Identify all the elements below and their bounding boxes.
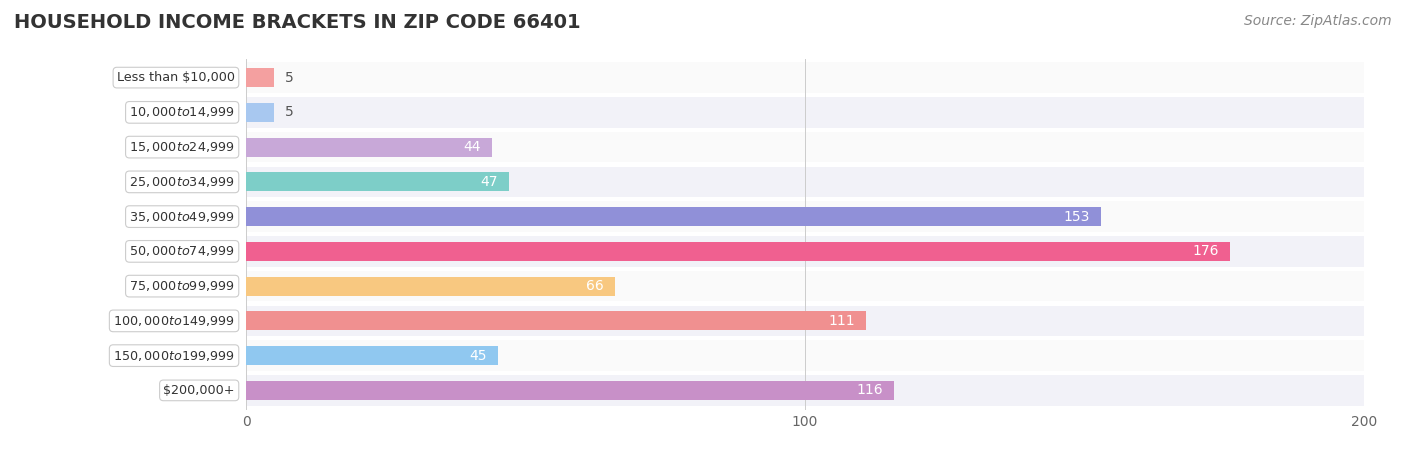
Bar (246, 172, 509, 191)
Bar (190, 306, 1406, 336)
Text: 176: 176 (1192, 244, 1219, 258)
Text: 66: 66 (586, 279, 603, 293)
Bar (190, 132, 1406, 162)
Bar (190, 375, 1406, 406)
Text: 116: 116 (856, 383, 883, 397)
Bar (246, 242, 1230, 261)
Text: 47: 47 (479, 175, 498, 189)
Text: 153: 153 (1063, 210, 1090, 224)
Text: $35,000 to $49,999: $35,000 to $49,999 (129, 210, 235, 224)
Bar (246, 103, 274, 122)
Bar (246, 311, 866, 330)
Text: Less than $10,000: Less than $10,000 (117, 71, 235, 84)
Text: 111: 111 (828, 314, 855, 328)
Text: 45: 45 (468, 349, 486, 363)
Text: $75,000 to $99,999: $75,000 to $99,999 (129, 279, 235, 293)
Bar (190, 201, 1406, 232)
Text: $25,000 to $34,999: $25,000 to $34,999 (129, 175, 235, 189)
Bar (190, 97, 1406, 128)
Bar (246, 207, 1101, 226)
Text: $200,000+: $200,000+ (163, 384, 235, 397)
Text: HOUSEHOLD INCOME BRACKETS IN ZIP CODE 66401: HOUSEHOLD INCOME BRACKETS IN ZIP CODE 66… (14, 14, 581, 32)
Text: $15,000 to $24,999: $15,000 to $24,999 (129, 140, 235, 154)
Text: Source: ZipAtlas.com: Source: ZipAtlas.com (1244, 14, 1392, 27)
Bar (246, 68, 274, 87)
Text: 5: 5 (285, 105, 294, 119)
Text: $100,000 to $149,999: $100,000 to $149,999 (114, 314, 235, 328)
Bar (246, 381, 894, 400)
Text: 5: 5 (285, 71, 294, 85)
Bar (246, 346, 498, 365)
Text: 44: 44 (464, 140, 481, 154)
Bar (190, 62, 1406, 93)
Bar (190, 271, 1406, 302)
Bar (190, 340, 1406, 371)
Bar (190, 236, 1406, 267)
Bar (246, 138, 492, 157)
Text: $50,000 to $74,999: $50,000 to $74,999 (129, 244, 235, 258)
Bar (246, 277, 614, 296)
Bar (190, 166, 1406, 197)
Text: $10,000 to $14,999: $10,000 to $14,999 (129, 105, 235, 119)
Text: $150,000 to $199,999: $150,000 to $199,999 (114, 349, 235, 363)
